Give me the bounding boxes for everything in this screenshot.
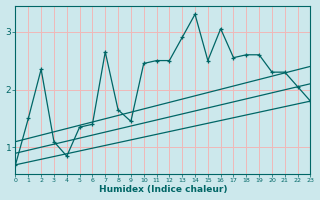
X-axis label: Humidex (Indice chaleur): Humidex (Indice chaleur) xyxy=(99,185,227,194)
